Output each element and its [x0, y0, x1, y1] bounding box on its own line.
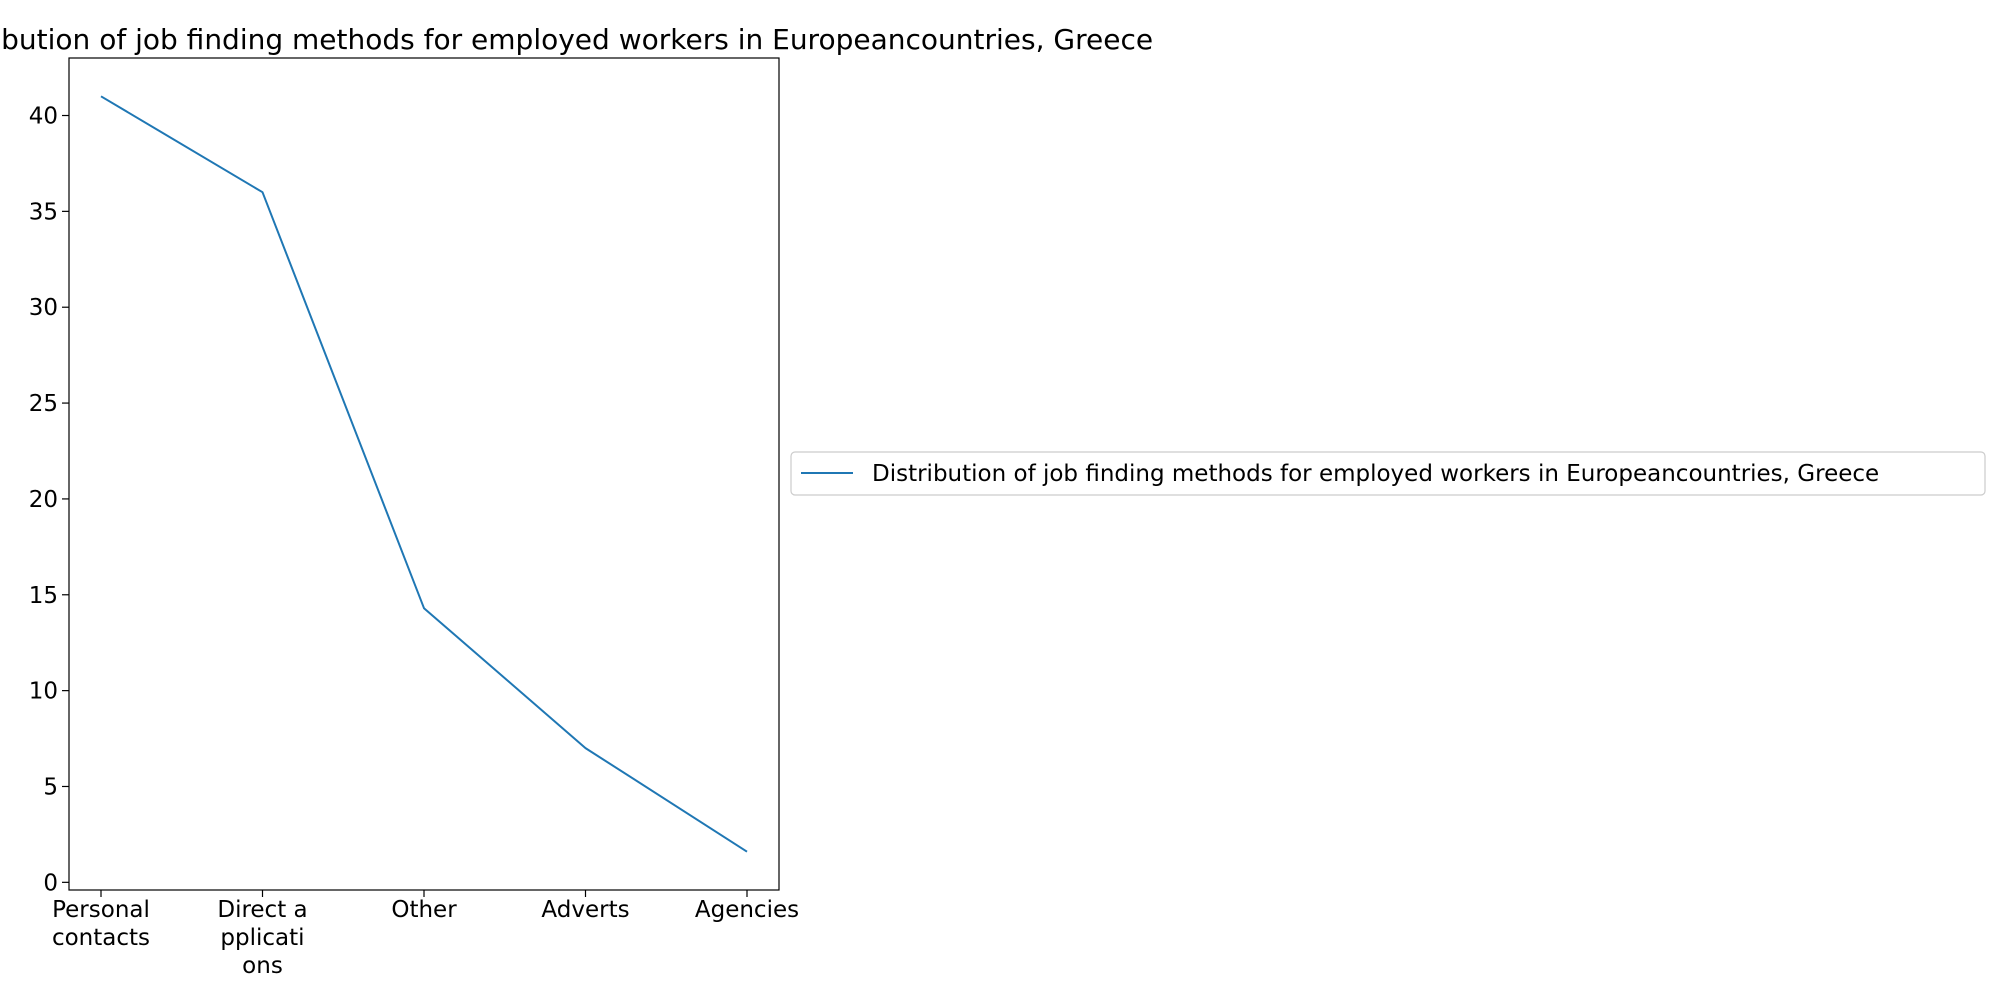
legend: Distribution of job finding methods for … [790, 451, 1986, 496]
chart-title: Distribution of job finding methods for … [0, 23, 1153, 56]
axes-frame [68, 57, 780, 891]
x-tick-label: Personal contacts [52, 897, 150, 951]
x-tick-label: Agencies [695, 897, 799, 923]
y-tick-label: 10 [29, 679, 58, 705]
y-tick-label: 25 [29, 391, 58, 417]
x-tick-label: Other [391, 897, 457, 923]
x-tick-label: Direct a pplicati ons [217, 897, 307, 979]
y-tick-label: 40 [29, 104, 58, 130]
x-tick-label: Adverts [541, 897, 629, 923]
y-tick-label: 15 [29, 583, 58, 609]
y-tick-label: 20 [29, 487, 58, 513]
legend-label: Distribution of job finding methods for … [872, 461, 1879, 487]
legend-frame [790, 451, 1986, 496]
y-tick-label: 30 [29, 295, 58, 321]
y-tick-label: 0 [43, 870, 58, 896]
y-tick-label: 35 [29, 199, 58, 225]
y-tick-label: 5 [43, 774, 58, 800]
plot-area: 0 5 10 15 20 25 30 35 40 Personal contacts Direct a… [29, 57, 799, 979]
series-line [100, 95, 748, 853]
